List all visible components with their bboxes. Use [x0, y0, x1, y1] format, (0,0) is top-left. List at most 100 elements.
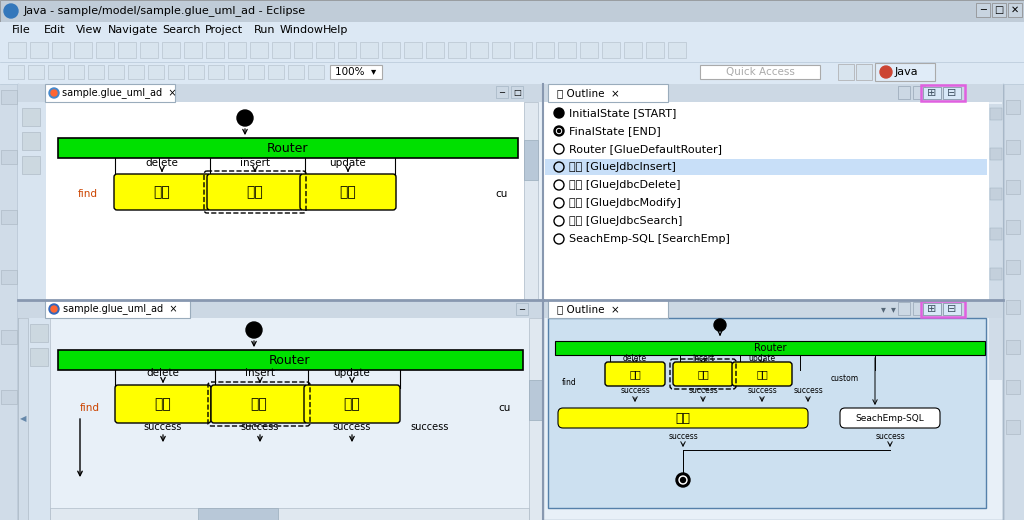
FancyBboxPatch shape [228, 65, 244, 79]
FancyBboxPatch shape [1006, 380, 1020, 394]
FancyBboxPatch shape [529, 380, 543, 420]
Text: success: success [748, 385, 777, 395]
FancyBboxPatch shape [605, 362, 665, 386]
FancyBboxPatch shape [184, 42, 202, 58]
FancyBboxPatch shape [162, 42, 180, 58]
Text: ⊟: ⊟ [947, 88, 956, 98]
FancyBboxPatch shape [840, 408, 940, 428]
FancyBboxPatch shape [308, 65, 324, 79]
FancyBboxPatch shape [18, 300, 543, 318]
Text: insert: insert [692, 354, 714, 362]
FancyBboxPatch shape [118, 42, 136, 58]
FancyBboxPatch shape [1006, 260, 1020, 274]
Text: □: □ [994, 5, 1004, 15]
FancyBboxPatch shape [529, 318, 543, 520]
FancyBboxPatch shape [22, 132, 40, 150]
Circle shape [554, 126, 564, 136]
FancyBboxPatch shape [990, 108, 1002, 120]
FancyBboxPatch shape [668, 42, 686, 58]
FancyBboxPatch shape [198, 508, 278, 520]
FancyBboxPatch shape [304, 385, 400, 423]
FancyBboxPatch shape [30, 348, 48, 366]
FancyBboxPatch shape [148, 65, 164, 79]
FancyBboxPatch shape [248, 65, 264, 79]
FancyBboxPatch shape [50, 508, 529, 520]
Text: Java - sample/model/sample.glue_uml_ad - Eclipse: Java - sample/model/sample.glue_uml_ad -… [24, 6, 306, 17]
Text: 등록: 등록 [251, 397, 267, 411]
Text: custom: custom [830, 373, 859, 383]
Text: insert: insert [245, 368, 275, 378]
FancyBboxPatch shape [856, 64, 872, 80]
FancyBboxPatch shape [22, 108, 40, 126]
FancyBboxPatch shape [30, 324, 48, 342]
FancyBboxPatch shape [543, 84, 1002, 300]
FancyBboxPatch shape [96, 42, 114, 58]
Text: 삭제 [GlueJdbcDelete]: 삭제 [GlueJdbcDelete] [569, 180, 681, 190]
FancyBboxPatch shape [0, 62, 1024, 84]
FancyBboxPatch shape [288, 65, 304, 79]
Text: find: find [78, 189, 98, 199]
FancyBboxPatch shape [923, 303, 941, 315]
FancyBboxPatch shape [1, 210, 17, 224]
FancyBboxPatch shape [543, 84, 1002, 102]
FancyBboxPatch shape [913, 302, 925, 315]
FancyBboxPatch shape [732, 362, 792, 386]
Text: ─: ─ [519, 305, 524, 314]
FancyBboxPatch shape [1, 270, 17, 284]
FancyBboxPatch shape [1, 150, 17, 164]
FancyBboxPatch shape [28, 318, 50, 520]
FancyBboxPatch shape [68, 65, 84, 79]
Text: 삭제: 삭제 [629, 369, 641, 379]
FancyBboxPatch shape [8, 65, 24, 79]
FancyBboxPatch shape [548, 84, 668, 102]
Text: SeachEmp-SQL [SearchEmp]: SeachEmp-SQL [SearchEmp] [569, 234, 730, 244]
FancyBboxPatch shape [207, 174, 303, 210]
Circle shape [554, 108, 564, 118]
FancyBboxPatch shape [206, 42, 224, 58]
Circle shape [4, 4, 18, 18]
FancyBboxPatch shape [943, 303, 961, 315]
Circle shape [557, 129, 560, 133]
FancyBboxPatch shape [990, 268, 1002, 280]
FancyBboxPatch shape [990, 188, 1002, 200]
Text: 등록: 등록 [247, 185, 263, 199]
FancyBboxPatch shape [449, 42, 466, 58]
FancyBboxPatch shape [268, 65, 284, 79]
Text: 삭제: 삭제 [155, 397, 171, 411]
FancyBboxPatch shape [976, 3, 990, 17]
Text: ◀: ◀ [19, 414, 27, 423]
FancyBboxPatch shape [673, 362, 733, 386]
FancyBboxPatch shape [58, 350, 523, 370]
FancyBboxPatch shape [115, 385, 211, 423]
Text: Project: Project [205, 25, 243, 35]
FancyBboxPatch shape [990, 148, 1002, 160]
Text: Router: Router [267, 141, 309, 154]
FancyBboxPatch shape [1, 90, 17, 104]
FancyBboxPatch shape [511, 86, 523, 98]
FancyBboxPatch shape [140, 42, 158, 58]
FancyBboxPatch shape [1006, 180, 1020, 194]
Circle shape [49, 88, 59, 98]
FancyBboxPatch shape [1006, 420, 1020, 434]
Text: Help: Help [323, 25, 348, 35]
Text: 100%  ▾: 100% ▾ [336, 67, 377, 77]
FancyBboxPatch shape [272, 42, 290, 58]
FancyBboxPatch shape [524, 102, 538, 300]
Text: find: find [562, 378, 577, 386]
FancyBboxPatch shape [558, 42, 575, 58]
FancyBboxPatch shape [211, 385, 307, 423]
FancyBboxPatch shape [923, 87, 941, 99]
Text: File: File [12, 25, 31, 35]
Text: update: update [334, 368, 371, 378]
FancyBboxPatch shape [558, 408, 808, 428]
FancyBboxPatch shape [208, 65, 224, 79]
Text: ✕: ✕ [1011, 5, 1019, 15]
FancyBboxPatch shape [28, 65, 44, 79]
FancyBboxPatch shape [0, 0, 1024, 22]
FancyBboxPatch shape [228, 42, 246, 58]
FancyBboxPatch shape [48, 65, 63, 79]
Text: ─: ─ [980, 5, 986, 15]
Text: success: success [143, 422, 182, 432]
Text: 수정: 수정 [344, 397, 360, 411]
Text: Navigate: Navigate [108, 25, 159, 35]
